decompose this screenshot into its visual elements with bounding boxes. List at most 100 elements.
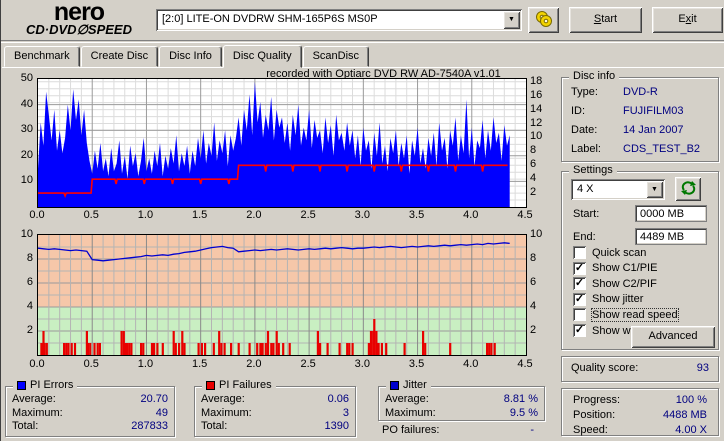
- end-field-label: End:: [573, 231, 596, 243]
- refresh-button[interactable]: [675, 177, 701, 201]
- x-tick: 0.0: [29, 358, 45, 370]
- advanced-button[interactable]: Advanced: [631, 326, 715, 348]
- y-right-tick: 8: [530, 144, 537, 157]
- stat-row: Maximum: 9.5 %: [385, 407, 538, 420]
- checkbox-box[interactable]: ✓: [573, 324, 586, 337]
- progress-label: Position:: [573, 409, 616, 421]
- x-tick: 1.5: [192, 358, 208, 370]
- tab-page-edge: [2, 67, 724, 68]
- chart-title: recorded with Optiarc DVD RW AD-7540A v1…: [266, 68, 501, 80]
- start-button[interactable]: Start: [569, 7, 642, 33]
- stat-box-title: PI Errors: [13, 379, 78, 391]
- x-tick: 2.5: [300, 209, 316, 221]
- refresh-icon: [680, 181, 696, 195]
- disc-info-value: FUJIFILM03: [623, 105, 684, 117]
- y-left-tick: 4: [26, 300, 33, 312]
- disc-info-button[interactable]: [528, 7, 559, 33]
- chevron-down-icon[interactable]: ▼: [646, 181, 663, 198]
- po-failures-label: PO failures:: [382, 424, 440, 436]
- settings-title: Settings: [569, 164, 617, 176]
- pi-errors-chart: [37, 78, 527, 208]
- checkbox-show-read-speed[interactable]: Show read speed: [573, 307, 679, 322]
- stat-box-title: PI Failures: [202, 379, 276, 391]
- disc-info-row: Type: DVD-R: [571, 86, 712, 99]
- tab-create-disc[interactable]: Create Disc: [80, 46, 159, 67]
- y-right-tick: 14: [530, 102, 543, 115]
- stat-value: 3: [342, 406, 349, 419]
- drive-select[interactable]: [2:0] LITE-ON DVDRW SHM-165P6S MS0P ▼: [156, 9, 522, 31]
- logo-text-nero: nero: [53, 0, 105, 26]
- y-left-tick: 20: [20, 148, 33, 161]
- checkbox-label: Show jitter: [592, 293, 644, 306]
- progress-row: Speed: 4.00 X: [573, 424, 707, 437]
- progress-label: Speed:: [573, 424, 608, 436]
- x-tick: 1.0: [137, 209, 154, 221]
- toolbar-divider: [1, 40, 724, 43]
- progress-row: Progress: 100 %: [573, 394, 707, 407]
- series-marker-icon: [206, 380, 215, 390]
- tab-benchmark[interactable]: Benchmark: [4, 46, 80, 67]
- chevron-down-icon[interactable]: ▼: [503, 11, 520, 29]
- scan-speed-select[interactable]: 4 X ▼: [571, 179, 665, 200]
- y-right-tick: 16: [530, 88, 543, 101]
- disc-info-row: Label: CDS_TEST_B2: [571, 143, 712, 156]
- checkbox-label: Show read speed: [591, 307, 679, 322]
- y-right-tick: 4: [530, 300, 537, 312]
- exit-button[interactable]: Exit: [652, 7, 723, 33]
- checkbox-box[interactable]: [573, 308, 586, 322]
- drive-select-value: [2:0] LITE-ON DVDRW SHM-165P6S MS0P: [162, 13, 378, 25]
- jitter-stats: Jitter Average: 8.81 % Maximum: 9.5 %: [378, 379, 545, 421]
- checkbox-quick-scan[interactable]: Quick scan: [573, 246, 646, 259]
- x-tick: 4.5: [517, 209, 533, 221]
- y-left-tick: 8: [26, 252, 33, 264]
- series-marker-icon: [390, 380, 399, 390]
- stat-box-border: [5, 386, 175, 437]
- y-right-tick: 8: [530, 252, 537, 264]
- start-field[interactable]: 0000 MB: [635, 205, 707, 222]
- x-tick: 1.0: [137, 358, 154, 370]
- x-tick: 3.5: [408, 209, 425, 221]
- checkbox-show-jitter[interactable]: ✓ Show jitter: [573, 292, 644, 306]
- stat-label: Average:: [385, 393, 429, 405]
- stat-value: 287833: [131, 420, 168, 432]
- stat-label: Total:: [12, 420, 39, 432]
- checkbox-show-c2/pif[interactable]: ✓ Show C2/PIF: [573, 277, 657, 291]
- tab-disc-info[interactable]: Disc Info: [159, 46, 222, 67]
- stat-row: Maximum: 49: [12, 407, 168, 420]
- y-right-tick: 2: [530, 186, 537, 199]
- po-failures-row: PO failures: -: [382, 424, 542, 437]
- end-field[interactable]: 4489 MB: [635, 228, 707, 245]
- pi-errors-stats: PI Errors Average: 20.70 Maximum: 49 Total: 28…: [5, 379, 175, 437]
- stat-value: 9.5 %: [509, 406, 538, 419]
- pi-failures-stats: PI Failures Average: 0.06 Maximum: 3 Total: 13…: [194, 379, 356, 437]
- disc-info-row: Date: 14 Jan 2007: [571, 124, 712, 137]
- x-tick: 3.0: [354, 209, 370, 221]
- stat-label: Maximum:: [201, 406, 252, 419]
- tab-scandisc[interactable]: ScanDisc: [302, 46, 370, 67]
- tab-disc-quality[interactable]: Disc Quality: [222, 45, 302, 68]
- checkbox-show-c1/pie[interactable]: ✓ Show C1/PIE: [573, 261, 657, 275]
- progress-value: 4.00 X: [675, 424, 707, 436]
- x-tick: 2.0: [246, 358, 262, 370]
- checkbox-box[interactable]: ✓: [573, 292, 586, 306]
- checkbox-label: Show C2/PIF: [592, 277, 657, 290]
- checkbox-box[interactable]: [573, 246, 586, 259]
- disc-info-label: Label:: [571, 143, 601, 155]
- y-right-tick: 10: [530, 228, 543, 240]
- y-right-tick: 18: [530, 74, 543, 87]
- checkbox-box[interactable]: ✓: [573, 261, 586, 275]
- logo-text-cdspeed: CD·DVD∅SPEED: [26, 22, 132, 37]
- stat-row: Average: 20.70: [12, 393, 168, 406]
- y-left-tick: 50: [20, 72, 33, 84]
- y-left-tick: 30: [20, 123, 33, 136]
- x-tick: 0.5: [83, 209, 99, 221]
- x-tick: 0.0: [29, 209, 45, 221]
- checkbox-box[interactable]: ✓: [573, 277, 586, 291]
- jitter-chart: [37, 234, 527, 356]
- y-left-tick: 10: [20, 174, 33, 187]
- disc-info-value: 14 Jan 2007: [623, 124, 684, 136]
- quality-score-box: Quality score: 93: [561, 356, 719, 382]
- y-left-tick: 40: [20, 97, 33, 110]
- y-right-tick: 12: [530, 116, 543, 129]
- tab-bar: Benchmark Create Disc Disc Info Disc Qualit…: [4, 45, 370, 68]
